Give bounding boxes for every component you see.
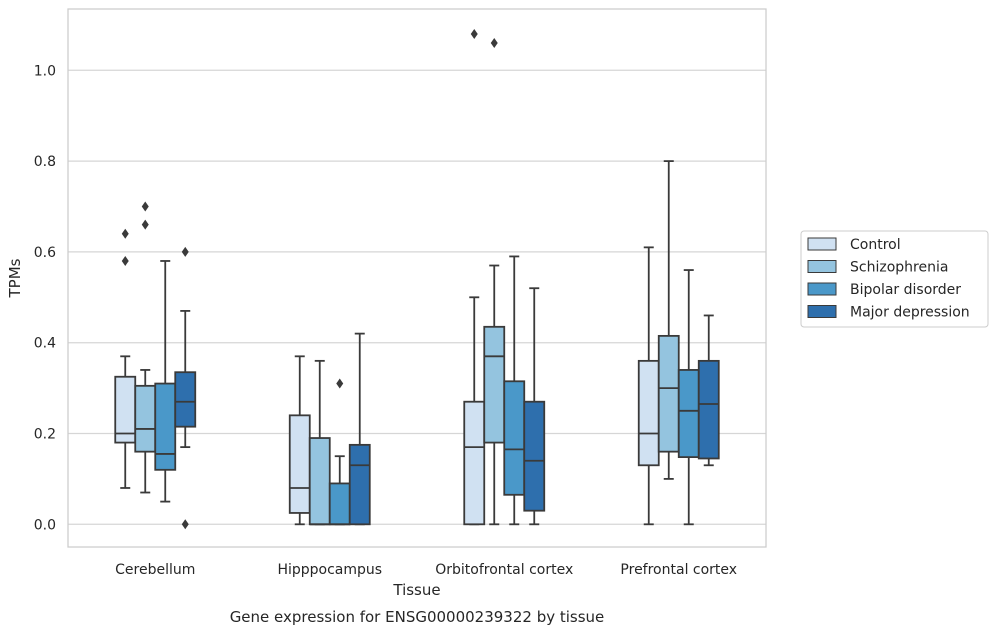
legend-swatch	[807, 237, 837, 251]
y-tick-label: 0.2	[34, 426, 56, 442]
outlier-point	[470, 28, 478, 39]
box-body	[677, 369, 700, 459]
box-body	[657, 334, 680, 453]
box-0-0	[114, 228, 137, 489]
box-2-1	[483, 38, 506, 526]
x-tick-label: Hipppocampus	[277, 562, 382, 578]
box-body	[503, 380, 526, 496]
box-body	[637, 359, 660, 467]
box-2-2	[503, 255, 526, 526]
legend-label: Major depression	[850, 305, 970, 321]
box-body	[134, 384, 157, 453]
outlier-point	[121, 228, 129, 239]
box-3-1	[657, 160, 680, 480]
y-tick-label: 0.6	[34, 245, 56, 261]
legend-swatch	[807, 282, 837, 296]
x-tick-label: Cerebellum	[115, 562, 195, 578]
box-0-2	[154, 260, 177, 503]
chart-caption: Gene expression for ENSG00000239322 by t…	[230, 608, 605, 626]
legend-swatch	[807, 260, 837, 273]
box-body	[483, 325, 506, 444]
outlier-point	[336, 378, 344, 389]
y-tick-label: 1.0	[34, 63, 56, 79]
y-tick-label: 0.8	[34, 154, 56, 170]
box-body	[348, 443, 371, 526]
box-2-3	[523, 287, 546, 526]
legend-label: Bipolar disorder	[850, 282, 961, 298]
outlier-point	[141, 219, 149, 230]
box-body	[697, 359, 720, 460]
outlier-point	[181, 246, 189, 257]
outlier-point	[181, 519, 189, 530]
box-0-1	[134, 201, 157, 494]
box-3-2	[677, 269, 700, 526]
legend-label: Control	[850, 237, 901, 253]
box-body	[328, 482, 351, 526]
y-tick-label: 0.4	[34, 336, 56, 352]
box-body	[288, 414, 311, 514]
x-tick-label: Prefrontal cortex	[620, 562, 737, 578]
box-body	[174, 371, 197, 428]
legend-label: Schizophrenia	[850, 260, 948, 276]
x-tick-label: Orbitofrontal cortex	[435, 562, 573, 578]
box-0-3	[174, 246, 197, 530]
outlier-point	[490, 38, 498, 49]
box-body	[523, 400, 546, 512]
legend: Control Schizophrenia Bipolar disorder Majo…	[800, 230, 989, 328]
outlier-point	[121, 255, 129, 266]
box-3-0	[637, 246, 660, 526]
box-body	[463, 400, 486, 526]
box-body	[308, 437, 331, 526]
outlier-point	[141, 201, 149, 212]
y-axis-label: TPMs	[6, 258, 24, 298]
x-axis-label: Tissue	[392, 581, 440, 599]
y-axis-ticks: 0.0 0.2 0.4 0.6 0.8 1.0	[34, 63, 56, 533]
boxes	[114, 28, 720, 530]
box-1-2	[328, 378, 351, 526]
box-1-3	[348, 332, 371, 526]
box-1-1	[308, 359, 331, 526]
box-body	[154, 382, 177, 471]
x-axis-ticks: Cerebellum Hipppocampus Orbitofrontal cort…	[115, 562, 737, 578]
y-tick-label: 0.0	[34, 517, 56, 533]
box-2-0	[463, 28, 486, 526]
box-3-3	[697, 314, 720, 467]
plot-area-frame	[67, 8, 767, 548]
legend-frame	[800, 230, 989, 328]
box-1-0	[288, 355, 311, 526]
legend-swatch	[807, 305, 837, 318]
